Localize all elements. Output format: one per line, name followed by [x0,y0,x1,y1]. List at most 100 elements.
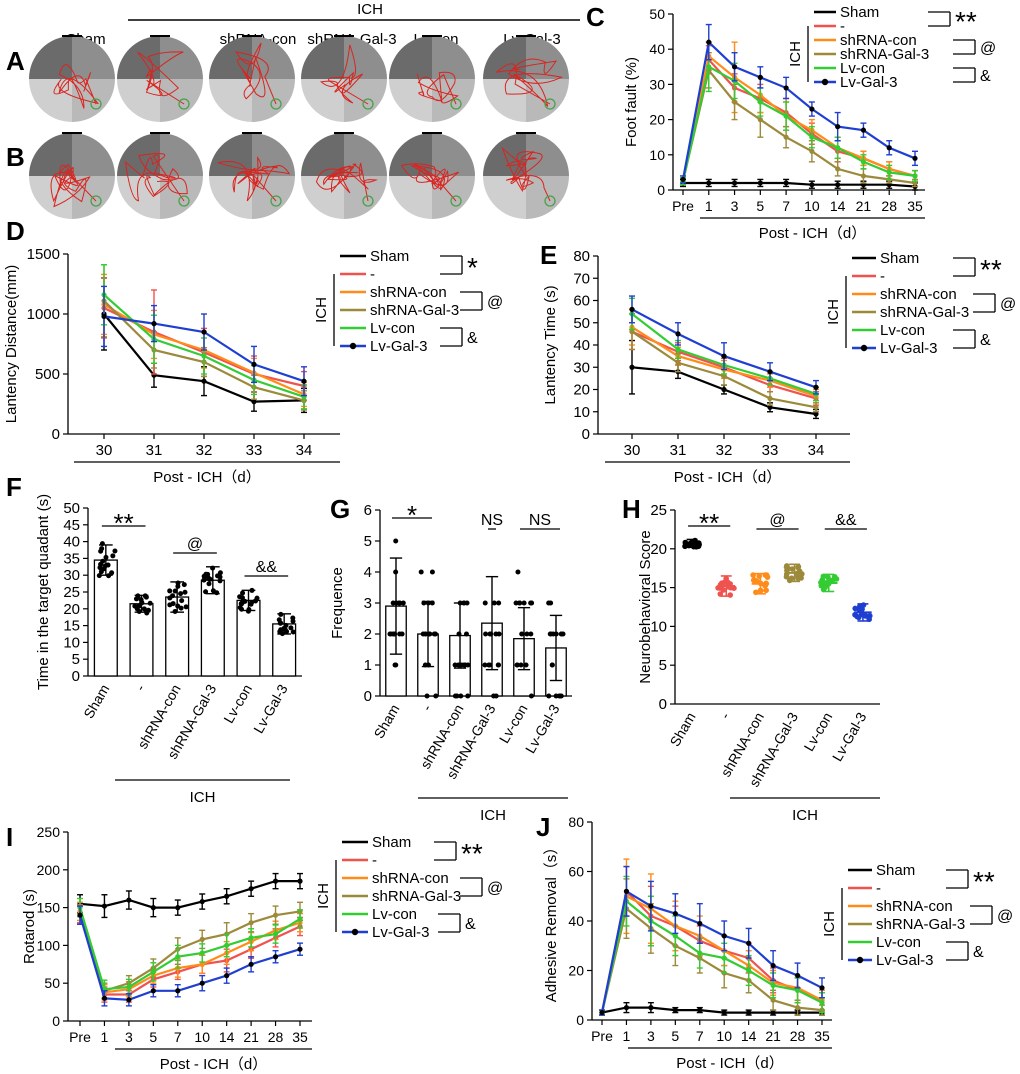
data-dot [750,577,757,583]
legend-marker-lv_gal3 [860,344,868,352]
data-dot [278,620,284,626]
data-point [175,905,181,911]
x-tick-label: 28 [790,1028,806,1044]
arena-b-3 [209,132,295,219]
arena-quadrant [526,133,569,176]
data-dot [720,587,727,593]
data-point [201,329,207,335]
platform-marker [544,98,556,110]
data-dot [242,598,248,604]
x-tick-label: 28 [268,1029,284,1045]
data-point [767,404,773,410]
x-tick-label: 21 [856,198,872,214]
data-point [672,933,678,939]
data-dot [182,589,188,595]
data-dot [528,631,534,637]
trace-ich-header: ICH [357,1,383,18]
arena-a-4 [301,35,387,122]
legend-bracket-3 [953,329,976,349]
arena-quadrant [389,176,432,219]
legend-bracket-3 [953,67,976,83]
data-point [860,159,867,165]
data-dot [454,693,460,699]
data-dot [795,564,801,571]
data-dot [862,612,869,619]
data-dot [201,577,207,583]
data-point [648,1005,654,1011]
legend-annotation-3: & [980,332,991,349]
x-tick-label: 3 [647,1028,655,1044]
swim-path [217,156,291,202]
x-tick-label: 3 [125,1029,133,1045]
x-axis-title: Post - ICH（d） [676,1055,784,1072]
data-dot [822,583,829,590]
data-point [175,988,181,994]
x-axis-title: Post - ICH（d） [153,469,261,486]
data-point [151,321,157,327]
data-dot [429,569,435,575]
data-point [746,940,752,946]
arena-quadrant [209,176,252,219]
x-axis-title: Post - ICH（d） [674,469,782,486]
y-tick-label: 0 [582,426,590,443]
legend-ich-label: ICH [313,297,330,323]
y-tick-label: 10 [573,404,590,421]
data-point [672,1007,678,1013]
data-dot [172,588,178,594]
y-tick-label: 40 [63,534,80,551]
panel-letter-i: I [6,822,13,852]
data-point [77,912,83,918]
legend-label-ich: - [880,268,885,285]
data-dot [290,629,296,635]
legend-label-shrna_con: shRNA-con [880,286,957,303]
legend-label-shrna_gal3: shRNA-Gal-3 [840,46,929,63]
data-point [813,411,819,417]
x-tick-label: 10 [804,198,820,214]
y-axis-title: Lantency Distance(mm) [3,265,20,423]
data-dot [456,631,462,637]
arena-quadrant [29,36,72,79]
platform-marker [178,195,190,207]
data-point [175,954,181,960]
data-point [721,373,727,379]
arena-quadrant [389,36,432,79]
series-lv_con [77,897,303,1000]
data-point [731,99,738,105]
arena-b-6 [483,132,569,219]
group-label: ICH [480,807,506,824]
x-axis-title: Post - ICH（d） [759,225,867,242]
y-tick-label: 40 [649,41,665,57]
data-dot [458,693,464,699]
x-tick-label: 10 [716,1028,732,1044]
series-line [681,65,916,182]
y-tick-label: 0 [659,696,667,713]
series-line [78,913,301,996]
panel-letter-j: J [536,812,550,842]
legend-marker-lv_gal3 [349,342,357,350]
legend-bracket-1 [928,11,951,27]
legend-marker-lv_gal3 [351,928,359,936]
swim-path [124,153,188,202]
y-tick-label: 1 [364,657,372,674]
data-point [199,898,205,905]
legend-bracket-3 [438,913,461,933]
data-point [126,984,132,990]
data-point [819,985,825,991]
arena-quadrant [29,133,72,176]
data-dot [831,573,838,580]
data-point [248,920,254,926]
sig-label-3: && [835,512,857,529]
series-lv_gal3 [629,295,819,395]
data-dot [207,576,213,582]
data-point [672,910,678,917]
data-dot [217,578,223,584]
legend-label-lv_con: Lv-con [880,322,925,339]
data-dot [167,588,173,594]
legend-label-lv_con: Lv-con [370,320,415,337]
data-dot [483,631,489,637]
arena-a-5 [389,35,475,122]
y-tick-label: 60 [573,293,590,310]
data-dot [546,693,552,699]
arena-quadrant [344,36,387,79]
data-dot [496,600,502,606]
